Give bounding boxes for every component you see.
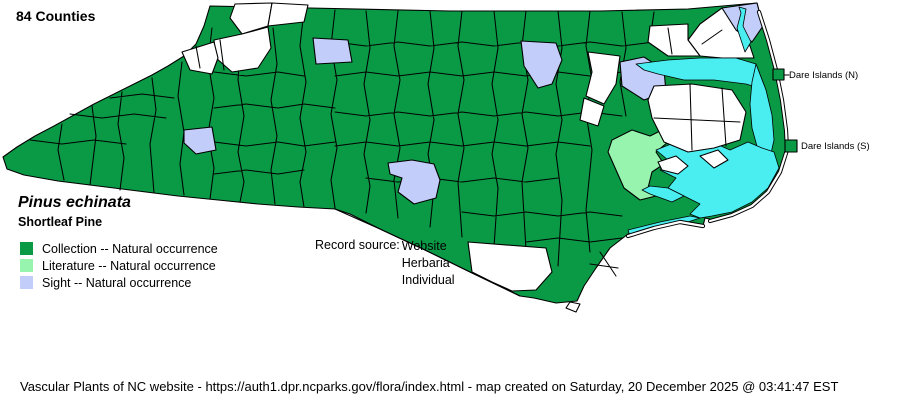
dare-islands-s-marker — [784, 139, 798, 153]
dare-islands-n-marker — [772, 68, 785, 81]
record-source: Record source: Website Herbaria Individu… — [315, 238, 455, 289]
record-source-label: Record source: — [315, 238, 400, 252]
legend-item-sight: Sight -- Natural occurrence — [20, 274, 218, 291]
sound-peninsulas — [647, 83, 747, 175]
record-source-value: Individual — [401, 273, 455, 287]
literature-swatch-icon — [20, 259, 33, 272]
legend-item-literature: Literature -- Natural occurrence — [20, 257, 218, 274]
dare-islands-markers — [772, 68, 798, 153]
species-common-name: Shortleaf Pine — [18, 215, 103, 229]
collection-swatch-icon — [20, 242, 33, 255]
dare-islands-n-label: Dare Islands (N) — [789, 70, 859, 81]
legend-item-label: Collection -- Natural occurrence — [42, 241, 218, 256]
legend-item-collection: Collection -- Natural occurrence — [20, 240, 218, 257]
species-scientific-name: Pinus echinata — [18, 194, 131, 211]
legend-item-label: Literature -- Natural occurrence — [42, 258, 216, 273]
county-count-title: 84 Counties — [16, 8, 96, 24]
county-literature — [607, 129, 669, 201]
dare-islands-s-label: Dare Islands (S) — [801, 141, 870, 152]
legend-item-label: Sight -- Natural occurrence — [42, 275, 192, 290]
record-source-values: Website Herbaria Individual — [402, 238, 455, 289]
record-source-value: Herbaria — [401, 256, 450, 270]
record-source-value: Website — [401, 239, 447, 253]
footer-credit: Vascular Plants of NC website - https://… — [20, 379, 839, 394]
sc-border-line — [334, 208, 521, 297]
counties-no-record — [181, 2, 755, 313]
sight-swatch-icon — [20, 276, 33, 289]
legend: Collection -- Natural occurrence Literat… — [20, 240, 218, 291]
